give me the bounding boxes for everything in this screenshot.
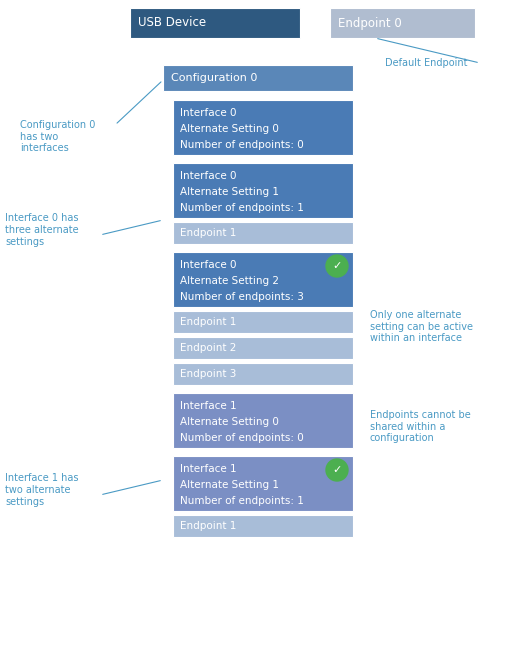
Text: Interface 0: Interface 0 xyxy=(180,171,237,181)
Text: Alternate Setting 1: Alternate Setting 1 xyxy=(180,480,279,490)
Bar xyxy=(173,222,353,244)
Bar xyxy=(163,65,353,91)
Text: Only one alternate
setting can be active
within an interface: Only one alternate setting can be active… xyxy=(370,310,473,343)
Text: Endpoint 3: Endpoint 3 xyxy=(180,369,237,379)
Circle shape xyxy=(326,459,348,481)
Bar xyxy=(173,311,353,333)
Bar xyxy=(173,515,353,537)
Text: Endpoint 2: Endpoint 2 xyxy=(180,343,237,353)
Bar xyxy=(173,163,353,218)
Text: Alternate Setting 1: Alternate Setting 1 xyxy=(180,187,279,197)
Text: Alternate Setting 0: Alternate Setting 0 xyxy=(180,417,279,427)
Bar xyxy=(173,393,353,448)
Text: Number of endpoints: 0: Number of endpoints: 0 xyxy=(180,141,304,150)
Text: Interface 1 has
two alternate
settings: Interface 1 has two alternate settings xyxy=(5,473,79,506)
Text: USB Device: USB Device xyxy=(138,16,206,29)
Bar xyxy=(330,8,475,38)
Circle shape xyxy=(326,255,348,277)
Text: Endpoints cannot be
shared within a
configuration: Endpoints cannot be shared within a conf… xyxy=(370,410,471,443)
Text: ✓: ✓ xyxy=(332,465,342,475)
Text: Endpoint 1: Endpoint 1 xyxy=(180,317,237,327)
Text: Configuration 0: Configuration 0 xyxy=(171,73,257,83)
Text: Number of endpoints: 1: Number of endpoints: 1 xyxy=(180,203,304,214)
Text: Interface 0 has
three alternate
settings: Interface 0 has three alternate settings xyxy=(5,214,79,247)
Text: Interface 0: Interface 0 xyxy=(180,108,237,118)
Text: Endpoint 1: Endpoint 1 xyxy=(180,521,237,531)
Text: Interface 0: Interface 0 xyxy=(180,260,237,270)
Text: Interface 1: Interface 1 xyxy=(180,401,237,411)
Text: Number of endpoints: 3: Number of endpoints: 3 xyxy=(180,292,304,302)
Bar xyxy=(130,8,300,38)
Bar xyxy=(173,100,353,155)
Text: Endpoint 0: Endpoint 0 xyxy=(338,16,402,29)
Text: Endpoint 1: Endpoint 1 xyxy=(180,228,237,238)
Text: Number of endpoints: 1: Number of endpoints: 1 xyxy=(180,496,304,506)
Text: ✓: ✓ xyxy=(332,261,342,271)
Bar xyxy=(173,363,353,385)
Text: Number of endpoints: 0: Number of endpoints: 0 xyxy=(180,434,304,443)
Text: Configuration 0
has two
interfaces: Configuration 0 has two interfaces xyxy=(20,120,96,153)
Text: Interface 1: Interface 1 xyxy=(180,464,237,474)
Bar xyxy=(173,456,353,511)
Text: Alternate Setting 2: Alternate Setting 2 xyxy=(180,276,279,286)
Bar xyxy=(173,337,353,359)
Text: Default Endpoint: Default Endpoint xyxy=(385,58,467,68)
Text: Alternate Setting 0: Alternate Setting 0 xyxy=(180,124,279,134)
Bar xyxy=(173,252,353,307)
